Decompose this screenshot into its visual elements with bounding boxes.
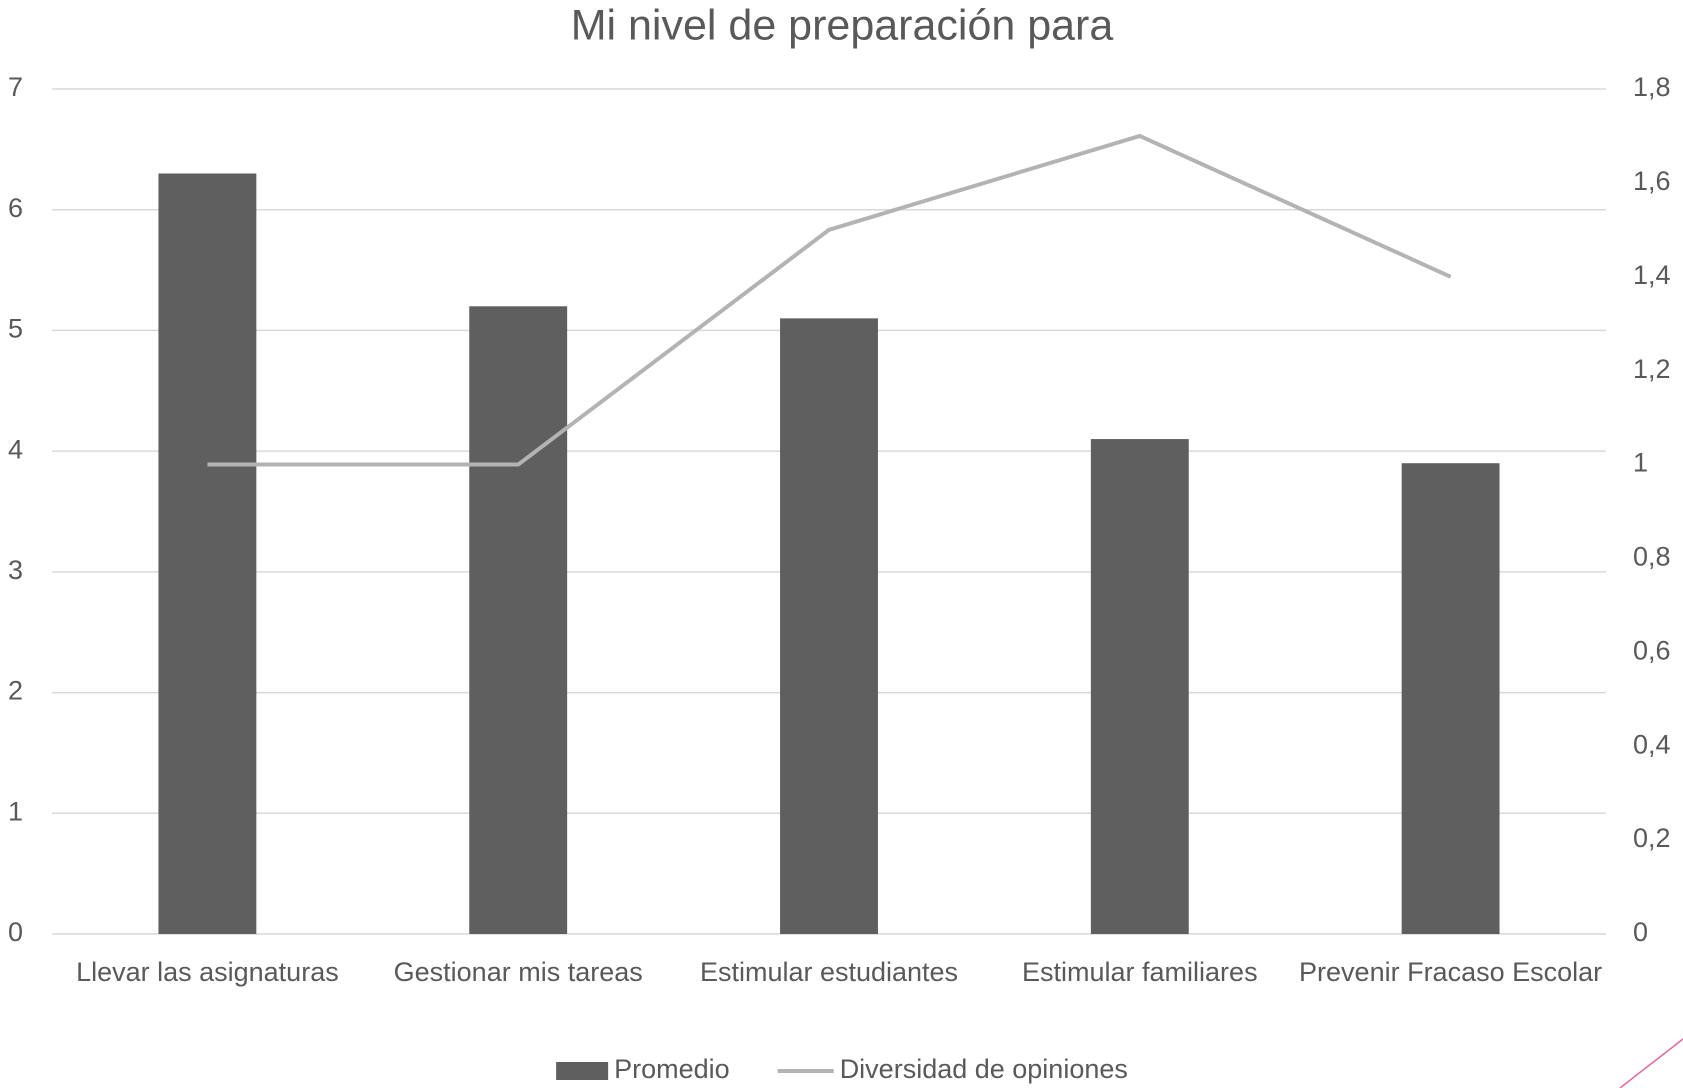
bar [1401, 463, 1500, 934]
y2-tick-label: 0,6 [1633, 635, 1671, 665]
y-tick-label: 2 [8, 676, 23, 706]
decoration [1619, 1038, 1683, 1088]
chart-title: Mi nivel de preparación para [571, 1, 1114, 49]
x-tick-label: Estimular estudiantes [700, 957, 958, 987]
y-tick-label: 3 [8, 555, 23, 585]
y2-tick-label: 0,2 [1633, 823, 1671, 853]
bar [158, 173, 257, 934]
bar [1090, 439, 1189, 934]
bar [780, 318, 878, 934]
legend-label: Diversidad de opiniones [840, 1054, 1128, 1084]
y2-tick-label: 1,8 [1633, 72, 1671, 102]
y2-tick-label: 0,8 [1633, 542, 1671, 572]
legend-label: Promedio [614, 1054, 730, 1084]
y-tick-label: 1 [8, 796, 23, 826]
y-tick-label: 0 [8, 917, 23, 947]
line [207, 133, 1452, 467]
y-tick-label: 5 [8, 314, 23, 344]
y2-tick-label: 0 [1633, 917, 1648, 947]
x-tick-label: Gestionar mis tareas [394, 957, 643, 987]
x-tick-label: Estimular familiares [1022, 957, 1258, 987]
y2-tick-label: 1,4 [1633, 260, 1671, 290]
y2-tick-label: 1,6 [1633, 166, 1671, 196]
y2-tick-label: 1 [1633, 448, 1648, 478]
y-tick-label: 4 [8, 434, 23, 464]
x-tick-label: Prevenir Fracaso Escolar [1299, 957, 1602, 987]
y-tick-label: 6 [8, 193, 23, 223]
x-tick-label: Llevar las asignaturas [76, 957, 339, 987]
bar [469, 306, 568, 934]
y-tick-label: 7 [8, 72, 23, 102]
y2-tick-label: 0,4 [1633, 729, 1671, 759]
legend-symbol [556, 1062, 609, 1080]
y2-tick-label: 1,2 [1633, 354, 1671, 384]
